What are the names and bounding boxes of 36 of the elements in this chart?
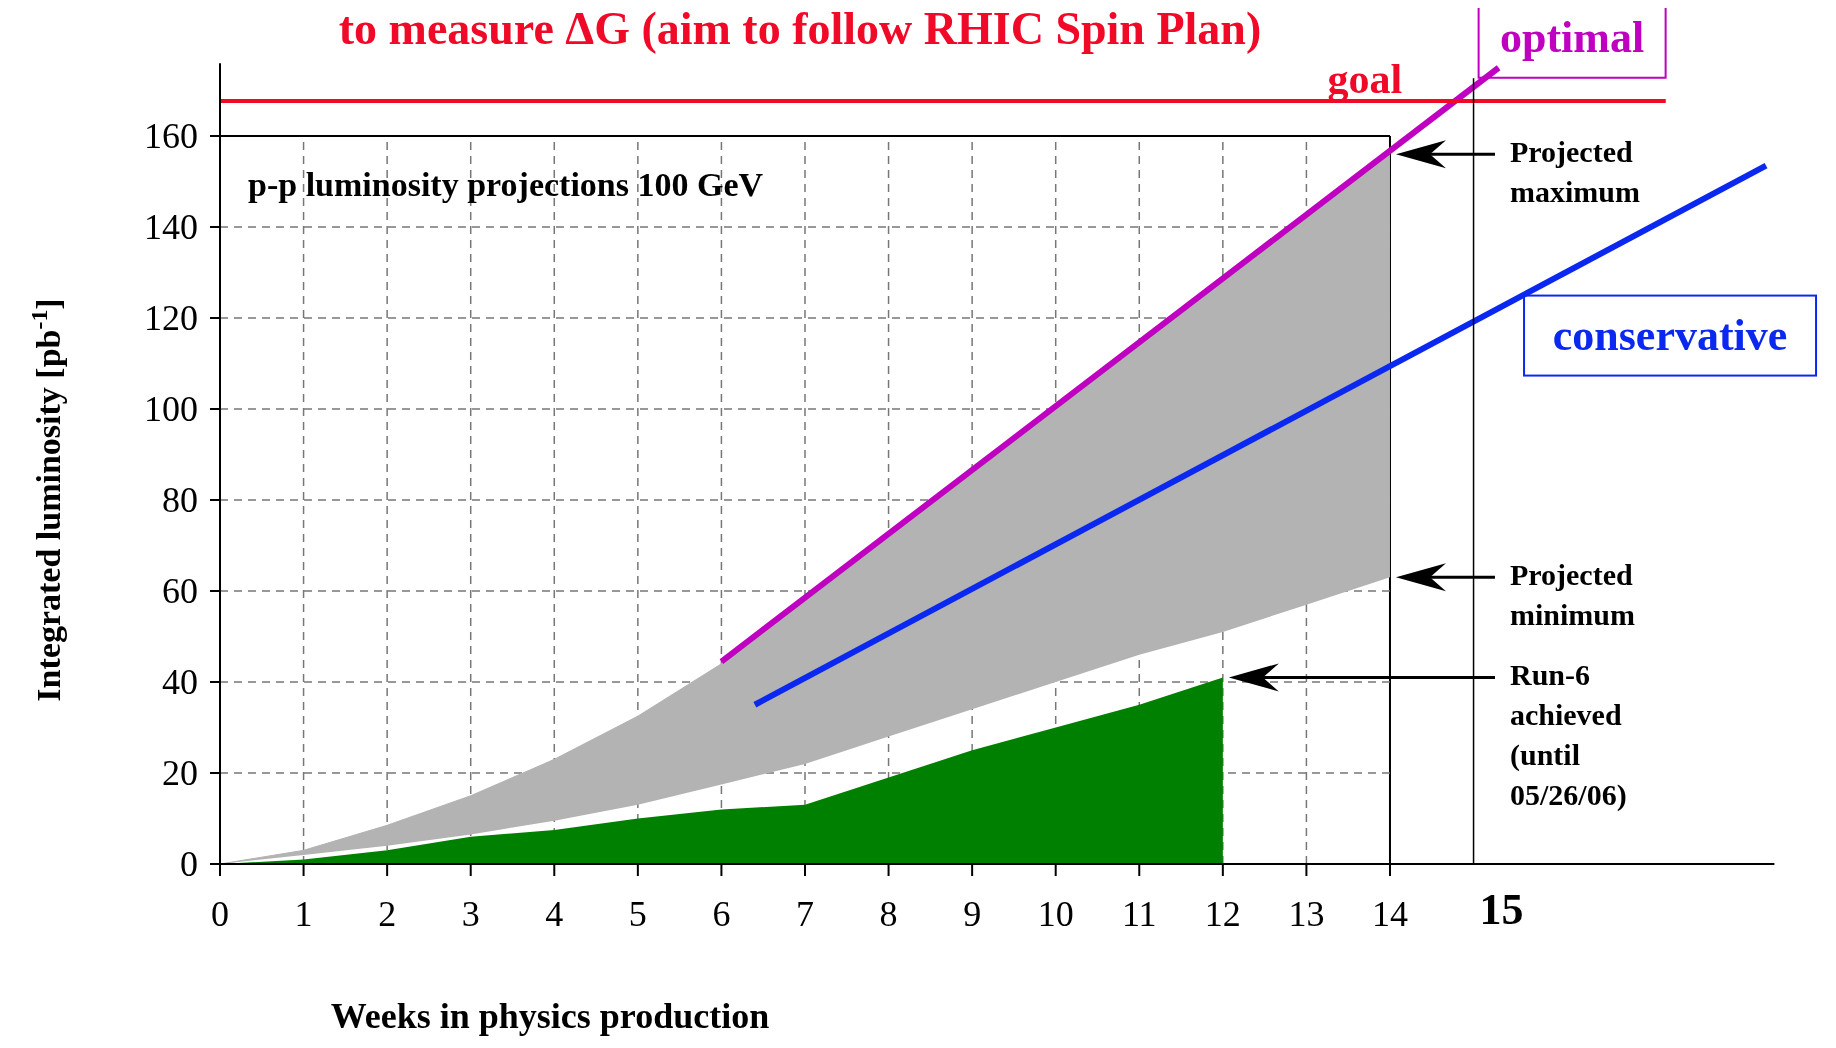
series-label: conservative	[1552, 310, 1788, 360]
x-tick-label: 13	[1288, 894, 1325, 934]
y-tick-label: 80	[162, 480, 198, 520]
series-label: optimal	[1500, 12, 1645, 62]
y-tick-label: 160	[144, 116, 198, 156]
ref-line-label: goal	[1327, 55, 1403, 102]
label-frame: optimal	[1477, 8, 1667, 79]
y-tick-label: 40	[162, 662, 198, 702]
x-tick-label: 3	[461, 894, 480, 934]
y-tick-label: 20	[162, 753, 198, 793]
annotation: Projected maximum	[1509, 135, 1640, 209]
label-frame: conservative	[1523, 294, 1818, 377]
y-tick-label: 100	[144, 389, 198, 429]
annotation: Run-6 achieved (until 05/26/06)	[1509, 658, 1627, 813]
x-axis-title: Weeks in physics production	[330, 996, 770, 1036]
y-tick-label: 140	[144, 207, 198, 247]
annotation: Projected minimum	[1509, 558, 1635, 632]
x-tick-label: 1	[294, 894, 313, 934]
x-tick-label: 12	[1204, 894, 1241, 934]
x-tick-label: 14	[1371, 894, 1408, 934]
x-tick-label: 7	[795, 894, 814, 934]
ref-line-label: 15	[1479, 885, 1524, 934]
y-tick-label: 0	[180, 844, 198, 884]
x-tick-label: 2	[378, 894, 397, 934]
chart-title: to measure ΔG (aim to follow RHIC Spin Plan)	[338, 3, 1262, 54]
x-tick-label: 0	[211, 894, 229, 934]
x-tick-label: 10	[1037, 894, 1074, 934]
x-tick-label: 8	[879, 894, 898, 934]
x-tick-label: 6	[712, 894, 731, 934]
x-tick-label: 9	[963, 894, 982, 934]
y-tick-label: 60	[162, 571, 198, 611]
x-tick-label: 4	[545, 894, 564, 934]
y-tick-label: 120	[144, 298, 198, 338]
x-tick-label: 11	[1121, 894, 1157, 934]
annotation: p-p luminosity projections 100 GeV	[248, 166, 764, 203]
x-tick-label: 5	[628, 894, 647, 934]
